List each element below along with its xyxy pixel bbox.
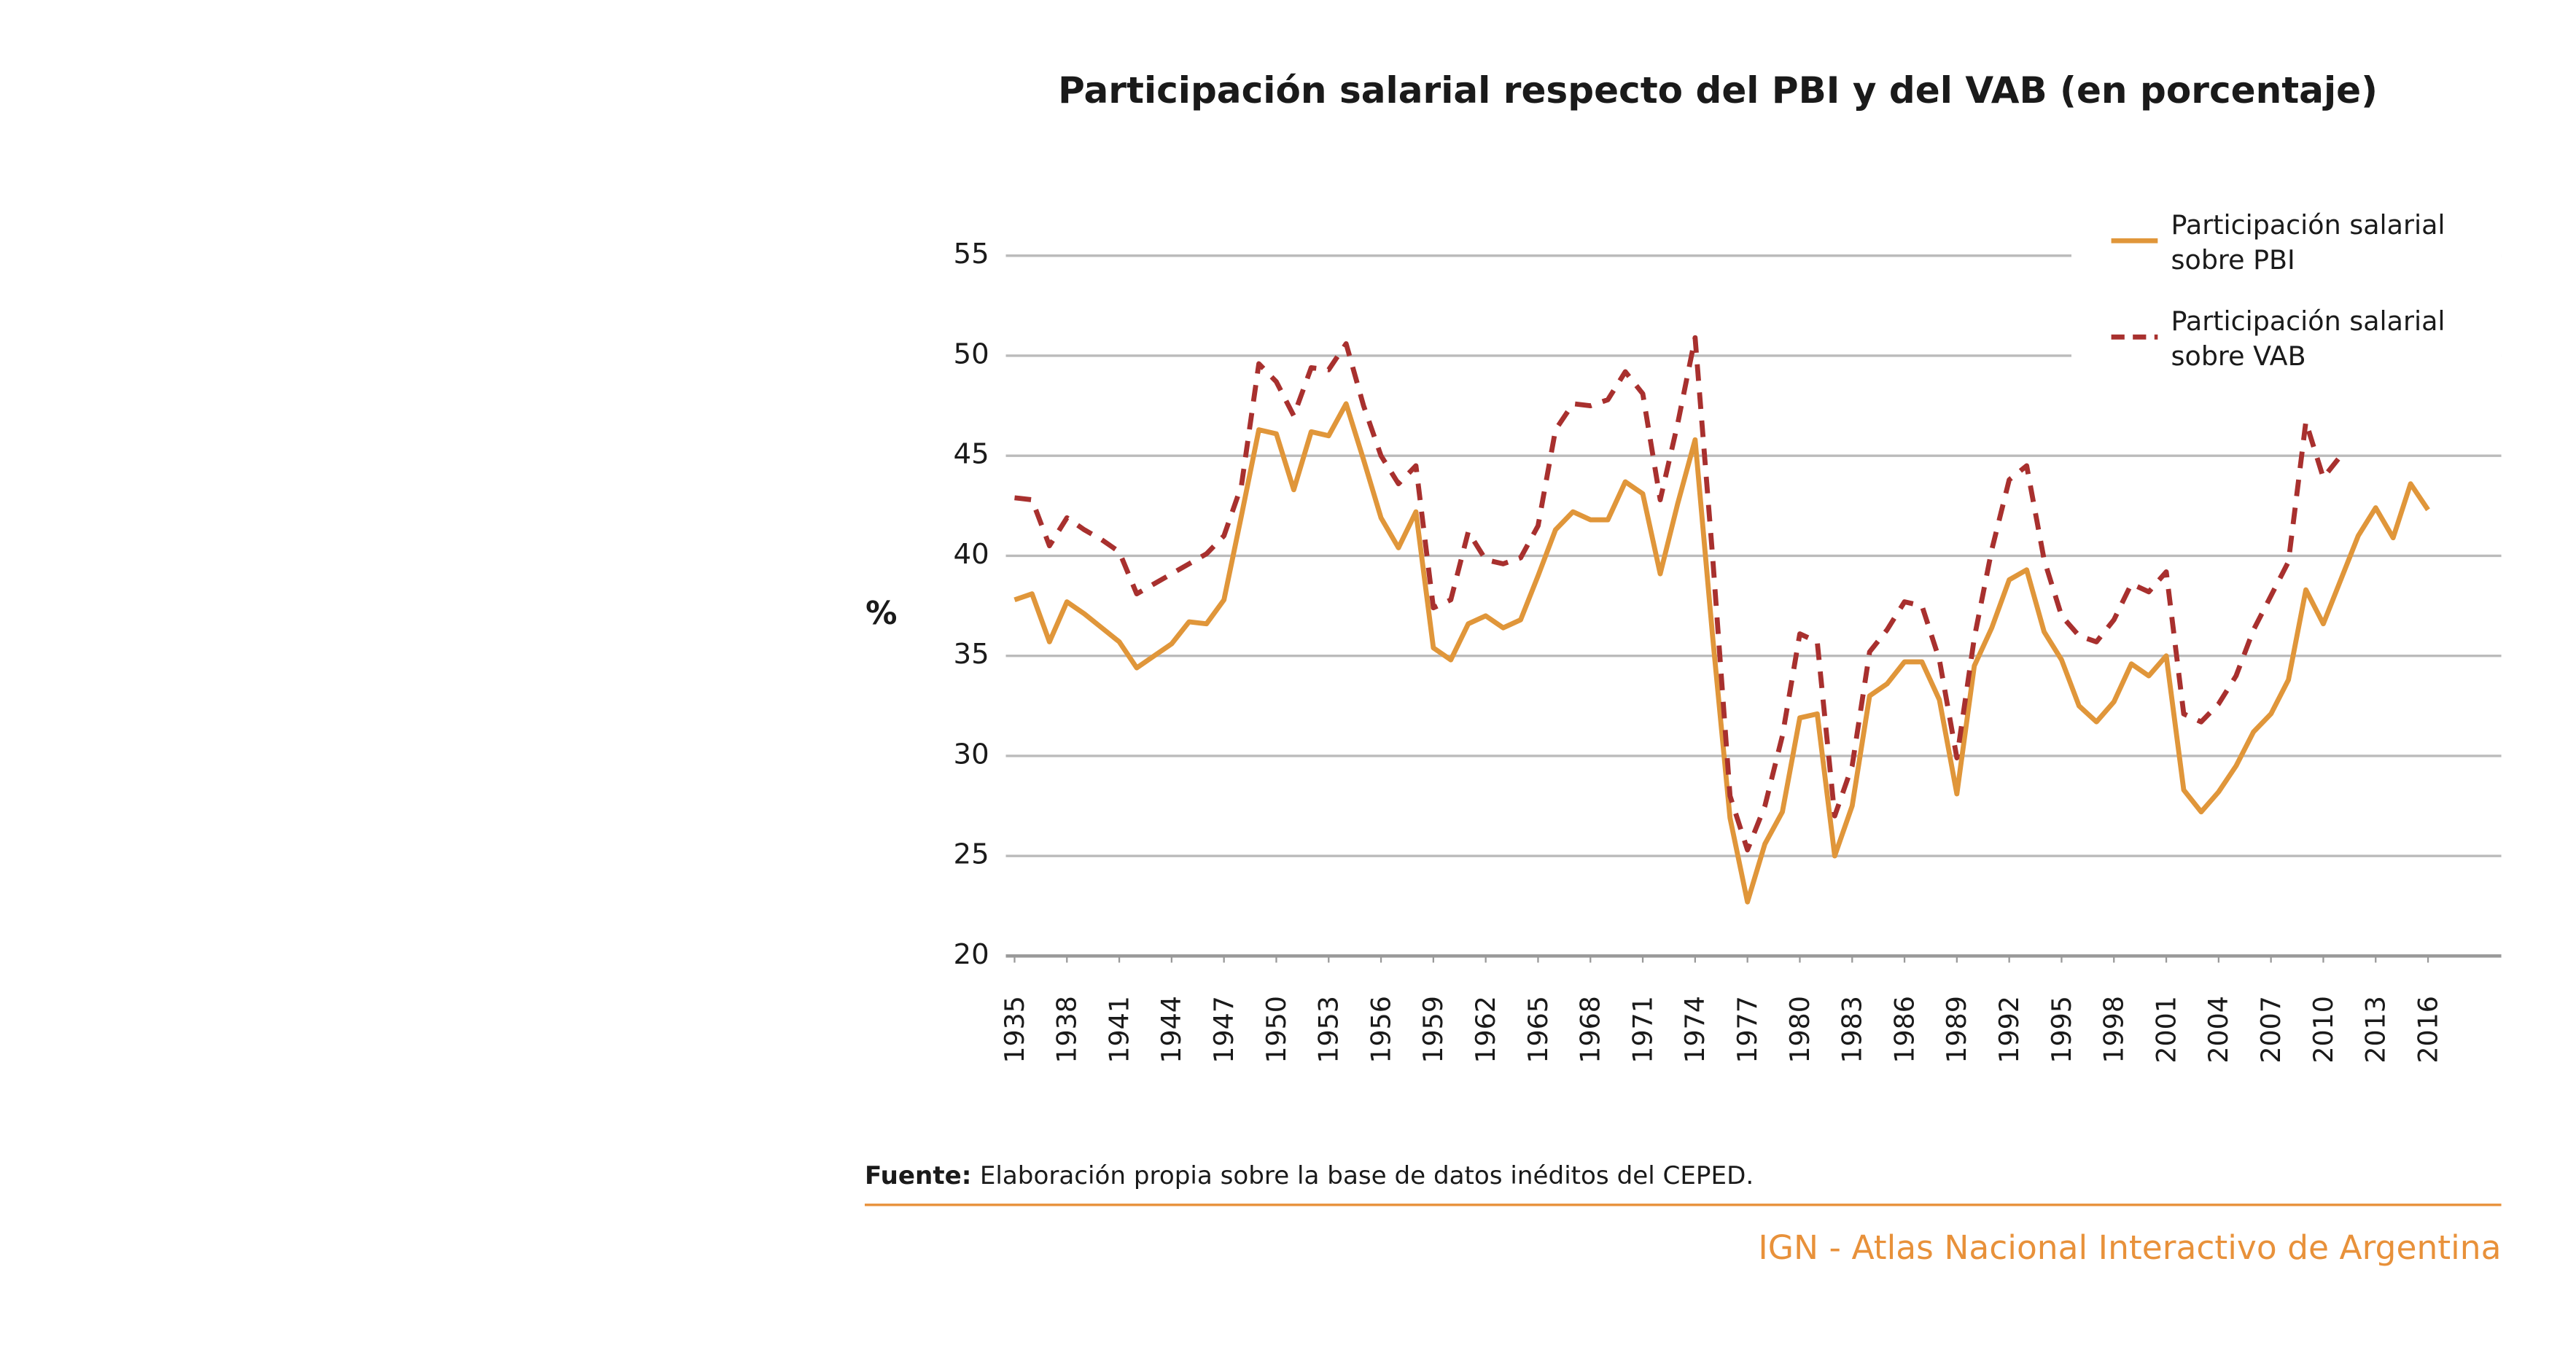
- x-tick-label: 1959: [1417, 996, 1449, 1064]
- series-line: [1013, 401, 2430, 905]
- legend-item: Participación salarial sobre PBI: [2171, 208, 2445, 276]
- y-tick-label: 30: [954, 738, 989, 771]
- series-line: [1014, 335, 2343, 853]
- legend-bg: [2071, 195, 2502, 379]
- x-tick-label: 1992: [1993, 996, 2025, 1064]
- x-tick-label: 1953: [1313, 996, 1345, 1064]
- x-tick-label: 1983: [1837, 996, 1868, 1064]
- credit: IGN - Atlas Nacional Interactivo de Arge…: [1758, 1228, 2501, 1267]
- chart-title: Participación salarial respecto del PBI …: [1058, 69, 2378, 112]
- source-text: Elaboración propia sobre la base de dato…: [980, 1161, 1754, 1190]
- legend-item: Participación salarial sobre VAB: [2171, 305, 2445, 373]
- x-tick-label: 2010: [2308, 996, 2339, 1064]
- x-tick-label: 1956: [1365, 996, 1396, 1064]
- legend-label: Participación salarial sobre PBI: [2171, 208, 2445, 276]
- x-tick-label: 1977: [1732, 996, 1763, 1064]
- y-tick-label: 50: [954, 338, 989, 370]
- x-tick-label: 1971: [1627, 996, 1658, 1064]
- y-axis-label: %: [865, 596, 897, 632]
- x-tick-label: 1968: [1575, 996, 1606, 1064]
- x-tick-label: 1995: [2046, 996, 2077, 1064]
- y-tick-label: 20: [954, 938, 989, 971]
- x-tick-label: 1965: [1522, 996, 1554, 1064]
- x-tick-label: 2016: [2412, 996, 2443, 1064]
- x-tick-label: 1989: [1941, 996, 1972, 1064]
- x-tick-label: 2001: [2150, 996, 2182, 1064]
- x-tick-label: 2007: [2255, 996, 2287, 1064]
- y-tick-label: 35: [954, 638, 989, 671]
- x-tick-label: 2004: [2203, 996, 2234, 1064]
- x-tick-label: 1986: [1888, 996, 1920, 1064]
- x-tick-label: 1998: [2098, 996, 2130, 1064]
- x-tick-label: 2013: [2360, 996, 2392, 1064]
- x-tick-label: 1947: [1208, 996, 1240, 1064]
- x-tick-label: 1962: [1470, 996, 1501, 1064]
- x-tick-label: 1941: [1103, 996, 1135, 1064]
- legend-label: Participación salarial sobre VAB: [2171, 305, 2445, 373]
- x-tick-label: 1935: [999, 996, 1030, 1064]
- y-tick-label: 45: [954, 438, 989, 471]
- x-tick-label: 1944: [1156, 996, 1187, 1064]
- x-tick-label: 1980: [1784, 996, 1816, 1064]
- y-tick-label: 55: [954, 238, 989, 270]
- source: Fuente: Elaboración propia sobre la base …: [865, 1161, 1754, 1190]
- x-tick-label: 1950: [1261, 996, 1292, 1064]
- y-tick-label: 25: [954, 838, 989, 871]
- x-tick-label: 1938: [1051, 996, 1083, 1064]
- y-tick-label: 40: [954, 538, 989, 571]
- x-tick-label: 1974: [1679, 996, 1711, 1064]
- source-label: Fuente:: [865, 1161, 971, 1190]
